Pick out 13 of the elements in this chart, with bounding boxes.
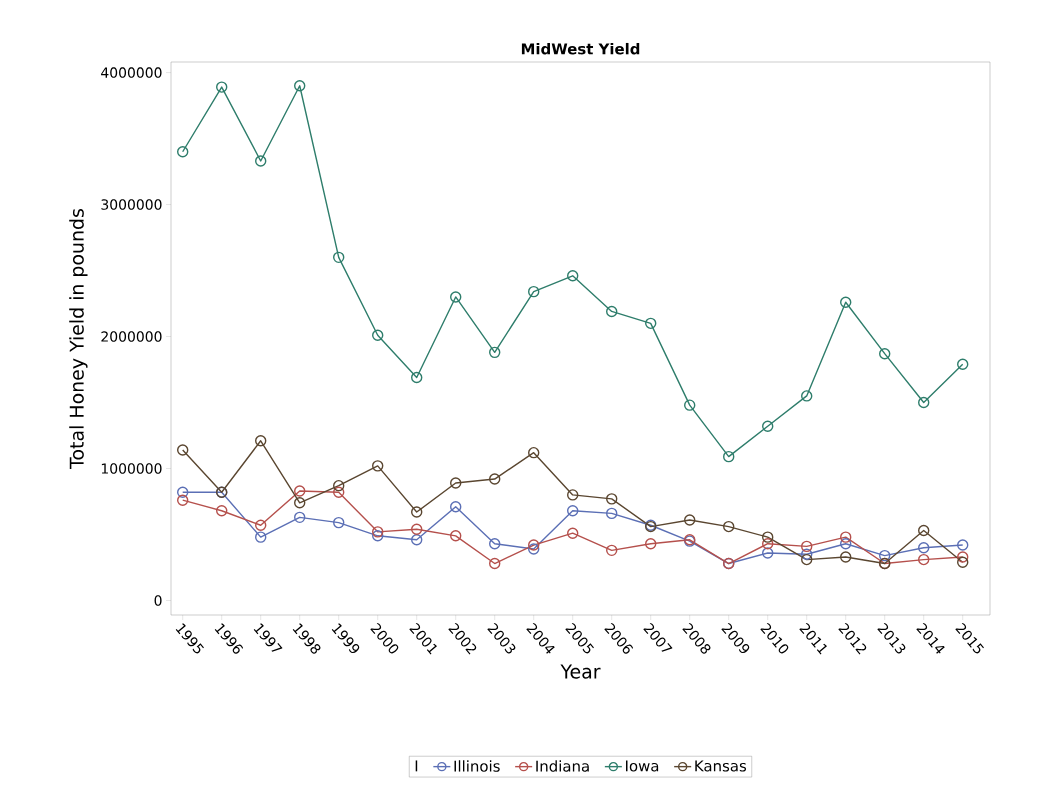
x-axis-title: Year xyxy=(560,664,601,679)
y-tick-label: 1000000 xyxy=(101,463,162,474)
y-tick-label: 0 xyxy=(154,595,162,606)
y-tick-label: 4000000 xyxy=(101,67,162,78)
legend-label: Indiana xyxy=(536,760,589,772)
legend-title: I xyxy=(415,760,418,772)
legend-label: Illinois xyxy=(454,760,500,772)
chart-title: MidWest Yield xyxy=(521,42,640,55)
legend-label: Iowa xyxy=(626,760,659,772)
legend-label: Kansas xyxy=(695,760,747,772)
y-tick-label: 2000000 xyxy=(101,331,162,342)
y-axis-title: Total Honey Yield in pounds xyxy=(69,209,88,469)
y-tick-label: 3000000 xyxy=(101,199,162,210)
